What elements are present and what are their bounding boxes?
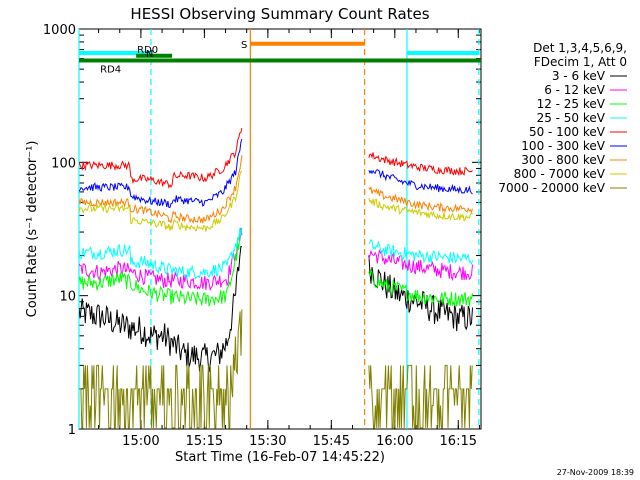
x-axis-label: Start Time (16-Feb-07 14:45:22) (175, 450, 385, 465)
legend-entry-label: 25 - 50 keV (537, 111, 606, 125)
legend-entry-label: 300 - 800 keV (521, 153, 605, 167)
series-line-12-25-kev (368, 268, 473, 307)
x-tick-label: 15:30 (249, 434, 286, 449)
series-line-6-12-kev (368, 249, 473, 282)
series-line-100-300-kev (368, 169, 473, 195)
legend-entry-label: 800 - 7000 keV (514, 167, 606, 181)
series-line-12-25-kev (79, 231, 243, 307)
series-line-25-50-kev (79, 227, 243, 280)
series-line-800-7000-kev (368, 197, 473, 222)
legend-entry-label: 12 - 25 keV (537, 97, 606, 111)
legend-entry-label: 50 - 100 keV (529, 125, 606, 139)
legend-header: FDecim 1, Att 0 (534, 55, 627, 69)
legend-entry-label: 100 - 300 keV (521, 139, 605, 153)
x-tick-label: 16:00 (376, 434, 413, 449)
y-tick-label: 1 (68, 423, 76, 438)
chart-title: HESSI Observing Summary Count Rates (130, 5, 429, 23)
series-line-50-100-kev (79, 127, 243, 189)
series-line-25-50-kev (368, 239, 473, 266)
series-line-3-6-kev (79, 246, 242, 372)
flag-label-n: N (146, 49, 153, 60)
series-line-300-800-kev (79, 154, 243, 224)
x-tick-label: 15:00 (122, 434, 159, 449)
series-line-3-6-kev (368, 255, 473, 332)
flag-label-s: S (241, 40, 247, 51)
legend-header: Det 1,3,4,5,6,9, (533, 41, 627, 55)
y-axis-label: Count Rate (s⁻¹ detector⁻¹) (25, 141, 40, 318)
y-tick-label: 100 (51, 156, 76, 171)
y-tick-label: 1000 (43, 23, 76, 38)
plot-frame (78, 28, 482, 430)
legend-entry-label: 7000 - 20000 keV (498, 181, 605, 195)
series-line-50-100-kev (368, 152, 473, 177)
x-tick-label: 16:15 (440, 434, 477, 449)
series-line-800-7000-kev (79, 170, 243, 232)
series-line-300-800-kev (368, 185, 473, 214)
series-line-6-12-kev (79, 227, 243, 292)
y-tick-label: 10 (59, 290, 76, 305)
footer-date: 27-Nov-2009 18:39 (557, 468, 634, 477)
legend-entry-label: 3 - 6 keV (552, 69, 606, 83)
series-line-7000-20000-kev (79, 309, 243, 429)
flag-label-rd4: RD4 (100, 65, 121, 76)
x-tick-label: 15:15 (186, 434, 223, 449)
legend-entry-label: 6 - 12 keV (544, 83, 606, 97)
flag-label-rd0: RD0 (137, 45, 158, 56)
x-tick-label: 15:45 (313, 434, 350, 449)
series-line-7000-20000-kev (368, 364, 473, 429)
series-line-100-300-kev (79, 138, 243, 208)
